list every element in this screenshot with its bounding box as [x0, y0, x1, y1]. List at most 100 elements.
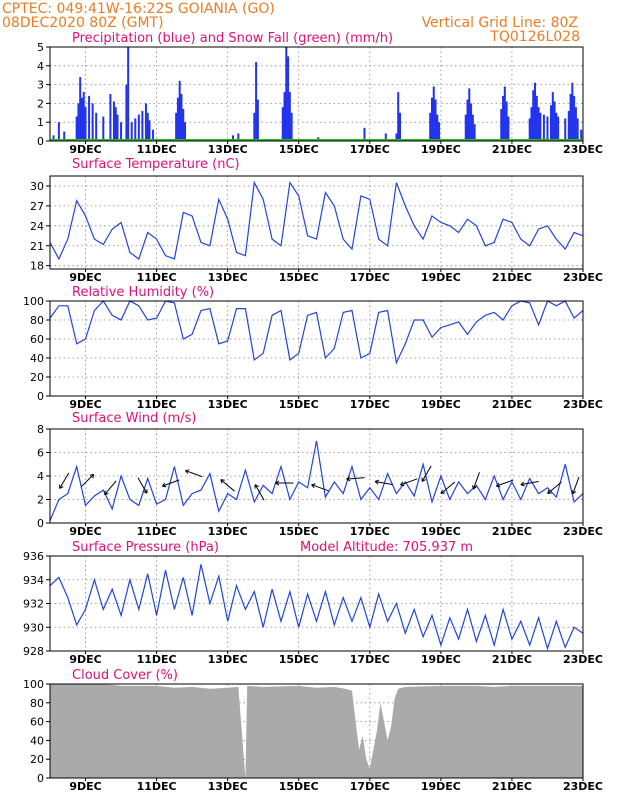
x-tick-label: 11DEC	[137, 398, 177, 411]
precip-bar	[434, 99, 437, 141]
x-tick-label: 11DEC	[137, 143, 177, 156]
wind-arrow	[104, 480, 117, 495]
wind-arrow	[520, 480, 539, 486]
wind-arrow-head	[161, 482, 166, 487]
y-tick-label: 20	[30, 753, 44, 766]
precip-bar	[507, 116, 510, 141]
wind-arrow-head	[275, 480, 280, 484]
panel-title: Precipitation (blue) and Snow Fall (gree…	[72, 31, 393, 46]
precip-bar	[285, 47, 288, 141]
station-header: CPTEC: 049:41W-16:22S GOIANIA (GO)	[2, 1, 275, 17]
series-line	[49, 300, 584, 365]
wind-arrow-head	[400, 481, 404, 486]
wind-arrow	[547, 481, 562, 494]
panel-3: Relative Humidity (%) 0 20 40 60 80 100 9DEC 11D…	[23, 285, 603, 411]
precip-bar	[57, 122, 60, 141]
y-tick-label: 18	[30, 260, 44, 273]
model-altitude: Model Altitude: 705.937 m	[300, 540, 473, 555]
wind-arrow-head	[400, 484, 405, 487]
wind-arrow-head	[571, 489, 574, 494]
precip-bar	[363, 127, 366, 141]
panel-5: Surface Pressure (hPa) Model Altitude: 70…	[23, 540, 603, 666]
wind-arrow-head	[346, 478, 351, 482]
panel-frame	[49, 428, 584, 524]
precip-bar	[468, 88, 471, 141]
precip-bar	[288, 92, 291, 141]
y-tick-label: 3	[37, 79, 44, 92]
wind-arrow	[375, 480, 393, 486]
precip-bar	[528, 118, 531, 141]
x-tick-label: 19DEC	[421, 525, 461, 538]
model-code: TQ0126L028	[489, 29, 580, 45]
y-tick-label: 80	[30, 314, 44, 327]
wind-arrow	[400, 478, 418, 486]
precip-bar	[471, 114, 474, 141]
precip-bar	[256, 99, 259, 141]
panel-1: Precipitation (blue) and Snow Fall (gree…	[37, 31, 603, 156]
x-tick-label: 11DEC	[137, 653, 177, 666]
wind-arrow	[346, 477, 365, 480]
y-tick-label: 30	[30, 180, 44, 193]
x-tick-label: 11DEC	[137, 525, 177, 538]
wind-arrow-head	[185, 469, 190, 472]
x-tick-label: 17DEC	[350, 525, 390, 538]
wind-arrow-head	[440, 489, 443, 494]
precip-bar	[551, 92, 554, 141]
precip-bar	[573, 95, 576, 141]
precip-bar	[384, 133, 387, 141]
y-tick-label: 80	[30, 697, 44, 710]
wind-arrow-head	[311, 484, 315, 489]
precip-bar	[63, 131, 66, 141]
precip-bar	[429, 112, 432, 141]
wind-arrow-head	[472, 485, 474, 490]
y-tick-label: 100	[23, 295, 44, 308]
precip-bar	[580, 129, 583, 141]
cloud-area	[50, 684, 583, 778]
precip-bar	[438, 122, 441, 141]
precip-bar	[534, 82, 537, 141]
x-tick-label: 17DEC	[350, 653, 390, 666]
precip-bar	[539, 112, 542, 141]
panel-frame	[49, 683, 584, 779]
precip-bar	[127, 47, 130, 141]
precip-bar	[231, 135, 234, 141]
x-tick-label: 19DEC	[421, 271, 461, 284]
x-tick-label: 19DEC	[421, 653, 461, 666]
x-tick-label: 23DEC	[563, 398, 603, 411]
wind-arrow	[472, 472, 480, 490]
precip-bar	[109, 94, 112, 141]
y-tick-label: 0	[37, 390, 44, 403]
y-tick-label: 0	[37, 772, 44, 785]
x-tick-label: 15DEC	[279, 780, 319, 793]
wind-arrow-head	[520, 481, 525, 485]
panel-title: Surface Temperature (nC)	[72, 157, 240, 172]
wind-arrow-head	[104, 490, 106, 495]
wind-arrow	[137, 477, 148, 494]
panel-6: Cloud Cover (%) 0 20 40 60 80 100 9DEC 11DEC 13DE…	[23, 668, 603, 793]
precip-bar	[505, 101, 508, 141]
precip-bar	[112, 101, 115, 141]
x-tick-label: 17DEC	[350, 271, 390, 284]
precip-bar	[397, 92, 400, 141]
precip-bar	[180, 94, 183, 141]
precip-bar	[176, 97, 179, 141]
precip-bar	[466, 99, 469, 141]
x-tick-label: 21DEC	[492, 143, 532, 156]
precip-bar	[95, 112, 98, 141]
precip-bar	[141, 110, 144, 141]
wind-arrow	[59, 472, 70, 489]
y-tick-label: 60	[30, 716, 44, 729]
wind-arrow-head	[59, 486, 64, 489]
x-tick-label: 13DEC	[208, 143, 248, 156]
panel-title: Surface Wind (m/s)	[72, 411, 196, 426]
precip-bar	[555, 112, 558, 141]
series-line	[49, 440, 584, 521]
precip-bar	[430, 97, 433, 141]
precip-bar	[114, 107, 117, 141]
precip-bar	[184, 122, 187, 141]
x-tick-label: 15DEC	[279, 653, 319, 666]
x-tick-label: 9DEC	[69, 143, 101, 156]
y-tick-label: 20	[30, 371, 44, 384]
precip-bar	[130, 122, 133, 141]
precip-bar	[182, 109, 185, 141]
